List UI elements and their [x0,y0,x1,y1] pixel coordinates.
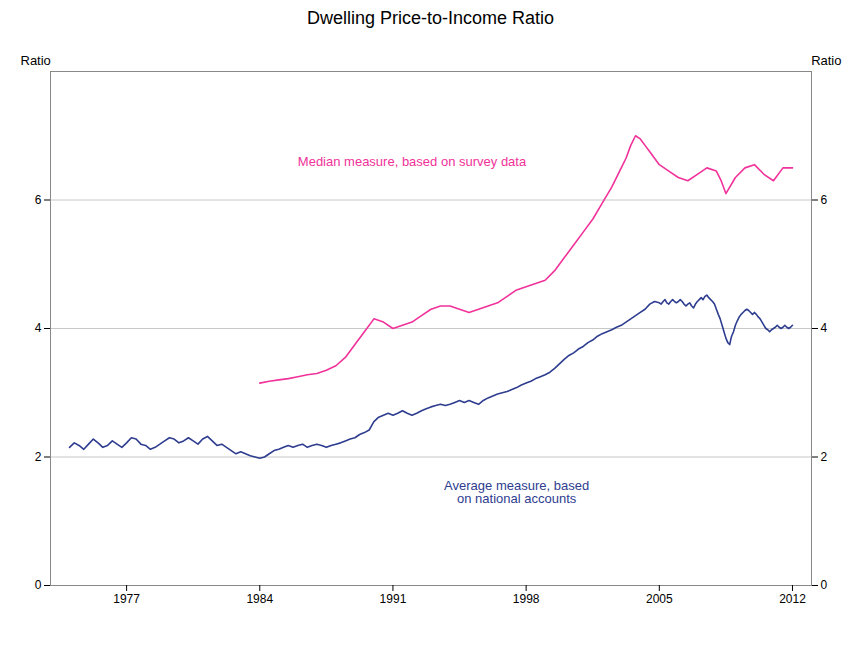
svg-text:Ratio: Ratio [21,53,51,68]
svg-text:4: 4 [821,321,828,335]
svg-text:2: 2 [821,450,828,464]
svg-text:1998: 1998 [513,592,540,606]
svg-text:6: 6 [821,193,828,207]
svg-text:1984: 1984 [246,592,273,606]
svg-text:1977: 1977 [113,592,140,606]
svg-text:Average measure, basedon natio: Average measure, basedon national accoun… [444,478,589,506]
svg-text:2012: 2012 [779,592,806,606]
svg-text:0: 0 [35,578,42,592]
html-text:Dwelling Price-to-Income Ratio: Dwelling Price-to-Income Ratio [307,8,554,28]
svg-text:Median measure, based on surve: Median measure, based on survey data [298,154,527,169]
svg-text:6: 6 [35,193,42,207]
svg-text:2: 2 [35,450,42,464]
svg-text:4: 4 [35,321,42,335]
svg-text:2005: 2005 [646,592,673,606]
svg-text:0: 0 [821,578,828,592]
svg-text:1991: 1991 [380,592,407,606]
svg-text:Ratio: Ratio [811,53,841,68]
